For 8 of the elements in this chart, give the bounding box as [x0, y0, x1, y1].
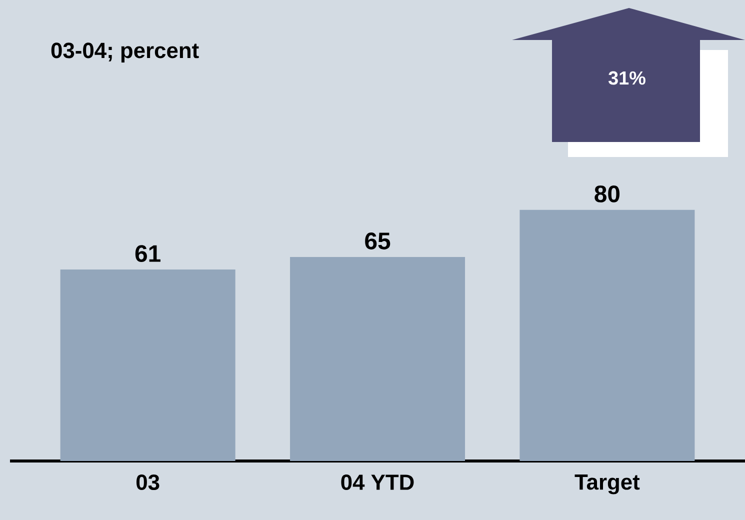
x-tick-label: 03: [136, 474, 160, 490]
x-tick-label: Target: [574, 474, 640, 494]
data-label: 65: [365, 232, 390, 250]
data-label: 61: [135, 245, 160, 262]
x-tick-label: 04 YTD: [341, 474, 414, 490]
chart-title: 03-04; percent: [51, 42, 199, 63]
text: 31%: [608, 71, 646, 85]
data-label: 80: [594, 185, 620, 202]
